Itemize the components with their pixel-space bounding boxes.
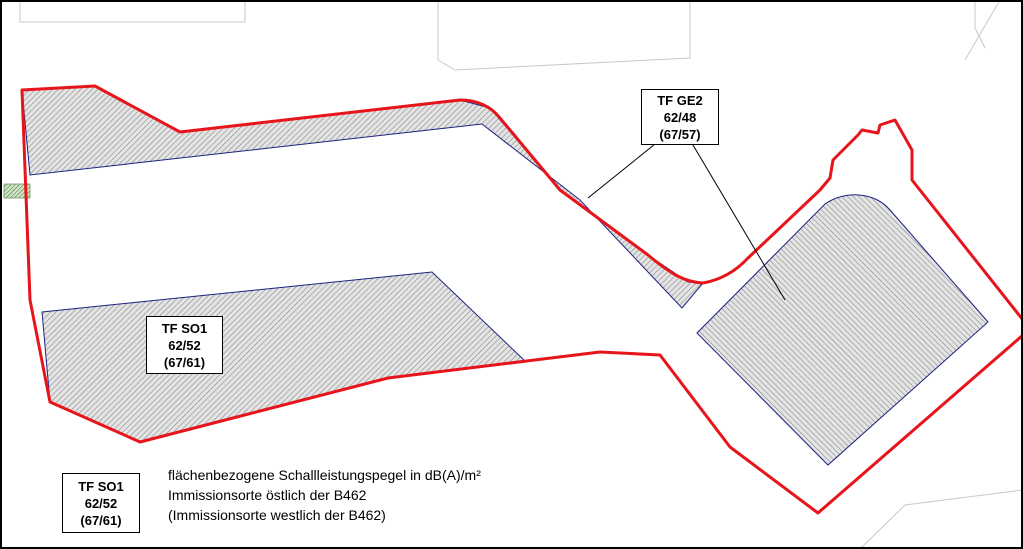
label-so1-day: 62/52 [168,338,201,353]
area-so1 [41,271,528,443]
legend-sample-day: 62/52 [84,496,118,511]
legend-line-3: (Immissionsorte westlich der B462) [168,507,386,523]
area-ge2 [696,194,989,466]
legend-text: flächenbezogene Schallleistungspegel in … [168,465,481,525]
legend-sample-west: (67/61) [80,513,122,528]
road-outline [964,0,1001,61]
green-strip [3,183,31,199]
building-outline [974,0,986,49]
area-corridor-north [21,85,705,309]
label-ge2-name: TF GE2 [657,93,703,108]
label-ge2-day: 62/48 [663,110,697,125]
label-ge2: TF GE2 62/48 (67/57) [641,89,719,145]
background-outlines [19,0,1023,549]
label-so1: TF SO1 62/52 (67/61) [146,316,223,374]
legend-line-2: Immissionsorte östlich der B462 [168,487,367,503]
leader-line-ge2-area [689,139,786,301]
leader-line-ge2-corridor [587,139,661,199]
building-outline [19,0,246,23]
legend-sample-box: TF SO1 62/52 (67/61) [62,473,140,533]
building-outline [437,0,691,71]
label-so1-west: (67/61) [163,355,206,370]
leader-lines [587,139,786,301]
label-so1-name: TF SO1 [161,321,208,336]
legend-line-1: flächenbezogene Schallleistungspegel in … [168,467,481,483]
legend-sample-name: TF SO1 [78,479,124,494]
building-outline [859,489,1023,549]
label-ge2-west: (67/57) [659,127,701,142]
plan-boundary [20,84,1023,515]
